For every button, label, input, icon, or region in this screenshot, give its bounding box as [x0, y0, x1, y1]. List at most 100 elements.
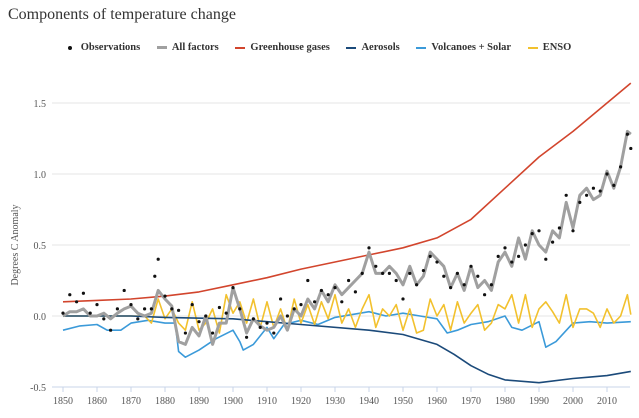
observation-point [537, 229, 541, 233]
y-tick-label: 1.0 [34, 170, 47, 181]
observation-point [605, 172, 609, 176]
x-tick-label: 1960 [427, 396, 447, 407]
legend-volcanoes-solar: Volcanoes + Solar [416, 42, 511, 53]
observation-point [81, 291, 85, 295]
observation-point [177, 308, 181, 312]
observation-point [598, 189, 602, 193]
observation-point [245, 335, 249, 339]
observation-point [231, 286, 235, 290]
observation-point [353, 290, 357, 294]
observation-point [153, 274, 157, 278]
x-tick-label: 2010 [597, 396, 617, 407]
observation-point [251, 317, 255, 321]
observation-point [285, 314, 289, 318]
observation-point [102, 317, 106, 321]
observation-point [258, 325, 262, 329]
legend-observations: Observations [67, 42, 141, 53]
observation-point [95, 303, 99, 307]
observation-point [510, 260, 514, 264]
observation-point [347, 278, 351, 283]
observation-point [619, 165, 623, 169]
legend-label: All factors [171, 42, 219, 53]
line-swatch-icon [527, 46, 538, 49]
observation-point [469, 264, 473, 268]
legend-label: Aerosols [361, 42, 400, 53]
x-tick-label: 1970 [461, 396, 481, 407]
series-line-enso [63, 293, 632, 334]
observation-point [265, 321, 269, 325]
observation-point [136, 317, 140, 321]
observation-point [163, 294, 167, 298]
x-tick-label: 1930 [325, 396, 345, 407]
observation-point [591, 186, 596, 190]
observation-point [272, 331, 276, 335]
observation-point [503, 246, 507, 250]
x-tick-label: 1920 [291, 396, 311, 407]
observation-point [374, 264, 378, 268]
observation-point [517, 254, 521, 258]
observation-point [401, 297, 405, 301]
observation-point [442, 274, 446, 278]
line-swatch-icon [416, 46, 427, 49]
observation-point [435, 260, 439, 264]
observation-point [292, 307, 296, 311]
x-tick-label: 1880 [155, 396, 175, 407]
observation-point [211, 331, 215, 335]
y-tick-label: -0.5 [30, 383, 46, 394]
observation-point [551, 240, 555, 244]
x-tick-label: 1950 [393, 396, 413, 407]
observation-point [61, 311, 65, 315]
observation-point [197, 320, 201, 324]
y-axis-label: Degrees C Anomaly [10, 204, 21, 285]
observation-point [462, 283, 466, 287]
observation-point [367, 246, 371, 250]
y-tick-label: 1.5 [34, 99, 47, 110]
observation-point [387, 271, 391, 275]
legend-enso: ENSO [527, 42, 571, 53]
observation-point [326, 293, 330, 297]
x-tick-label: 1860 [87, 396, 107, 407]
legend-greenhouse: Greenhouse gases [235, 42, 330, 53]
observation-point [115, 307, 119, 311]
x-tick-label: 1900 [223, 396, 243, 407]
observation-point [408, 271, 412, 275]
line-swatch-icon [156, 46, 167, 50]
observation-point [564, 193, 568, 197]
observation-point [455, 271, 459, 275]
dot-marker-icon [67, 45, 72, 50]
observation-point [381, 271, 385, 275]
observation-point [629, 146, 633, 151]
observation-point [122, 288, 126, 293]
y-tick-label: 0.0 [34, 312, 47, 323]
observation-point [129, 303, 133, 307]
observation-point [340, 300, 344, 304]
observation-point [428, 254, 432, 258]
legend-label: Volcanoes + Solar [431, 42, 512, 53]
observation-point [496, 254, 500, 258]
observation-point [578, 200, 582, 204]
observation-point [489, 283, 493, 287]
line-swatch-icon [235, 46, 246, 49]
observation-point [88, 311, 92, 315]
observation-point [183, 331, 187, 335]
y-tick-label: 0.5 [34, 241, 47, 252]
x-tick-label: 1980 [495, 396, 515, 407]
observation-point [557, 226, 562, 230]
observation-point [170, 307, 174, 311]
chart-title: Components of temperature change [8, 6, 236, 23]
observation-point [483, 293, 487, 297]
observation-point [449, 286, 453, 290]
x-tick-label: 1870 [121, 396, 141, 407]
observation-point [360, 271, 364, 275]
legend-label: Observations [80, 42, 141, 53]
observation-point [190, 303, 194, 307]
observation-point [394, 278, 398, 283]
observation-point [109, 328, 113, 332]
observation-point [204, 314, 208, 318]
series-line-volcanoes-solar [62, 310, 631, 358]
observation-point [585, 193, 589, 197]
x-tick-label: 1910 [257, 396, 277, 407]
observation-point [306, 278, 310, 283]
observation-point [571, 229, 575, 233]
